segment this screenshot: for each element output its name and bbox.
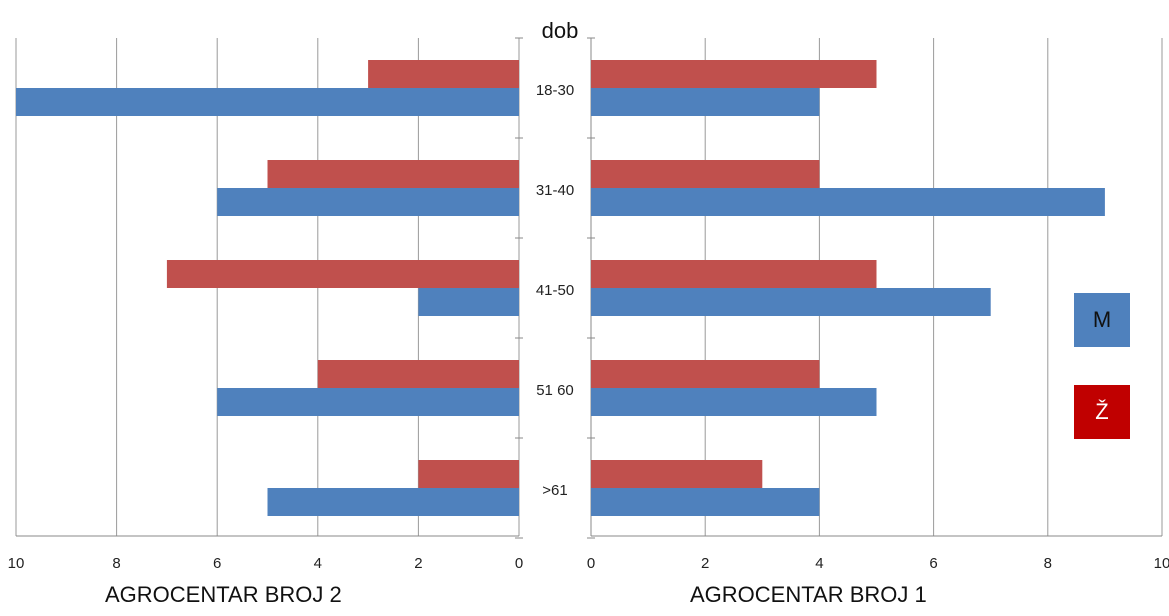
x-tick-label-p1-3: 6 [929, 555, 937, 572]
x-tick-label-p1-4: 8 [1044, 555, 1052, 572]
legend-label-m: M [1092, 307, 1112, 332]
bar-p0-s1-c4 [267, 488, 519, 516]
x-tick-label-p0-2: 4 [314, 555, 322, 572]
category-label-4: >61 [542, 482, 567, 499]
x-tick-label-p0-1: 2 [414, 555, 422, 572]
category-label-3: 51 60 [536, 382, 574, 399]
bar-p0-s1-c1 [217, 188, 519, 216]
bar-p0-s0-c1 [267, 160, 519, 188]
category-label-1: 31-40 [536, 182, 574, 199]
bar-p0-s1-c3 [217, 388, 519, 416]
legend-item-z: Ž [1074, 385, 1130, 439]
legend-label-z: Ž [1095, 399, 1109, 424]
bar-p0-s0-c0 [368, 60, 519, 88]
bar-p0-s1-c0 [16, 88, 519, 116]
x-tick-label-p0-0: 0 [515, 555, 523, 572]
bar-p1-s0-c1 [591, 160, 820, 188]
x-tick-label-p1-5: 10 [1154, 555, 1169, 572]
x-tick-label-p0-4: 8 [112, 555, 120, 572]
bar-p0-s0-c3 [317, 360, 519, 388]
bar-p1-s1-c4 [591, 488, 820, 516]
category-label-2: 41-50 [536, 282, 574, 299]
legend-swatch-m [1074, 293, 1130, 347]
panel-title-left: AGROCENTAR BROJ 2 [105, 582, 342, 607]
bar-p1-s1-c0 [591, 88, 820, 116]
legend-item-m: M [1074, 293, 1130, 347]
bar-p1-s1-c1 [591, 188, 1105, 216]
bar-p1-s0-c0 [591, 60, 877, 88]
bar-p1-s1-c3 [591, 388, 877, 416]
panel-title-right: AGROCENTAR BROJ 1 [690, 582, 927, 607]
x-tick-label-p1-1: 2 [701, 555, 709, 572]
chart-title: dob [541, 18, 579, 43]
x-tick-label-p0-5: 10 [8, 555, 25, 572]
x-tick-label-p1-0: 0 [587, 555, 595, 572]
bar-p1-s1-c2 [591, 288, 991, 316]
bar-p0-s0-c2 [166, 260, 519, 288]
x-tick-label-p0-3: 6 [213, 555, 221, 572]
x-tick-label-p1-2: 4 [815, 555, 823, 572]
bar-p1-s0-c4 [591, 460, 763, 488]
bar-p1-s0-c2 [591, 260, 877, 288]
bar-p0-s1-c2 [418, 288, 519, 316]
bar-p1-s0-c3 [591, 360, 820, 388]
legend-swatch-z [1074, 385, 1130, 439]
bar-p0-s0-c4 [418, 460, 519, 488]
category-label-0: 18-30 [536, 82, 574, 99]
